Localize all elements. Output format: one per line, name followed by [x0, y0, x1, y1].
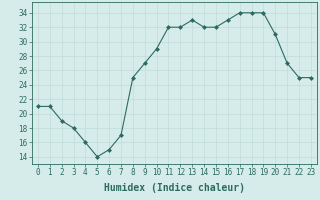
- X-axis label: Humidex (Indice chaleur): Humidex (Indice chaleur): [104, 183, 245, 193]
